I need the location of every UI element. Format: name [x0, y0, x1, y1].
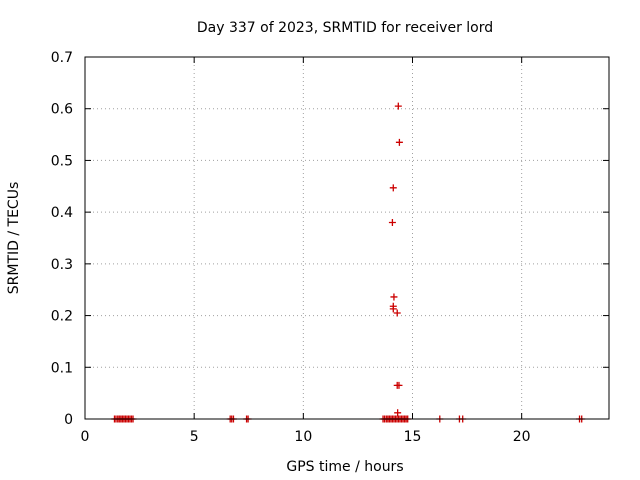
data-point: [390, 293, 398, 301]
y-tick-label: 0.7: [51, 50, 73, 66]
data-point: [395, 381, 403, 389]
y-axis-label: SRMTID / TECUs: [6, 182, 22, 295]
x-tick-label: 20: [513, 429, 531, 445]
grid: [85, 57, 609, 419]
y-tick-label: 0.6: [51, 102, 73, 118]
x-axis-label: GPS time / hours: [286, 459, 403, 475]
x-tick-label: 0: [81, 429, 90, 445]
y-tick-label: 0.4: [51, 205, 73, 221]
chart-title: Day 337 of 2023, SRMTID for receiver lor…: [197, 20, 493, 36]
tick-labels: 0 5 10 15 20 0 0.1 0.2 0.3 0.4 0.5 0.6 0.7: [51, 50, 531, 445]
data-point: [388, 218, 396, 226]
y-tick-label: 0.3: [51, 257, 73, 273]
data-point: [395, 138, 403, 146]
y-tick-label: 0.2: [51, 309, 73, 325]
x-tick-label: 10: [294, 429, 312, 445]
data-point: [389, 184, 397, 192]
data-point: [389, 305, 397, 313]
y-tick-label: 0.5: [51, 153, 73, 169]
y-tick-label: 0.1: [51, 360, 73, 376]
x-tick-label: 5: [190, 429, 199, 445]
axis-ticks: [84, 56, 609, 420]
data-point: [393, 309, 401, 317]
x-tick-label: 15: [404, 429, 422, 445]
y-tick-label: 0: [64, 412, 73, 428]
plot-frame: [84, 56, 610, 420]
data-point: [394, 409, 402, 417]
data-point: [394, 102, 402, 110]
